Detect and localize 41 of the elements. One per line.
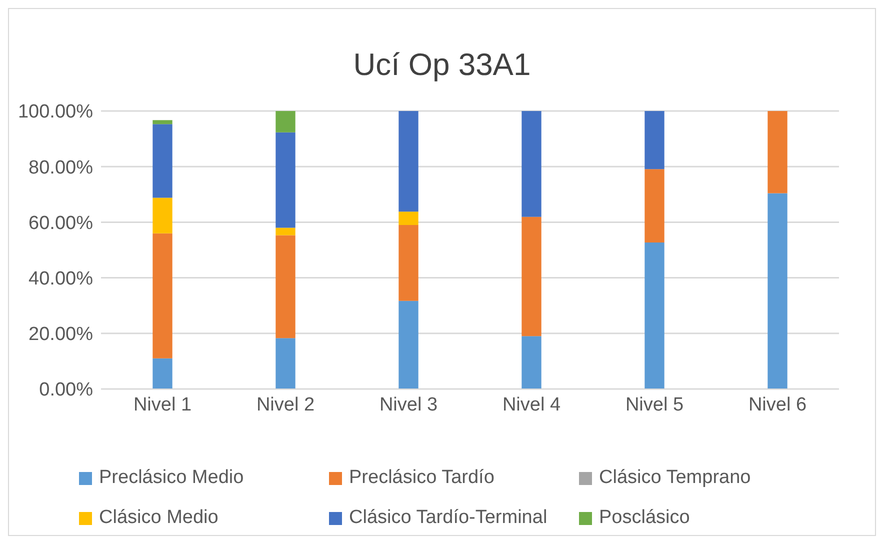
bar: [398, 300, 418, 389]
bar: [644, 242, 664, 389]
bar: [152, 198, 172, 234]
bar: [768, 111, 788, 194]
bar: [276, 228, 296, 236]
y-tick-label: 100.00%: [18, 102, 94, 123]
y-tick-label: 0.00%: [39, 380, 94, 401]
legend-label: Clásico Tardío-Terminal: [349, 507, 548, 529]
x-tick-label: Nivel 5: [625, 394, 684, 416]
bar: [398, 212, 418, 225]
y-tick-label: 40.00%: [28, 268, 94, 290]
x-tick-label: Nivel 3: [379, 394, 438, 416]
bar: [152, 124, 172, 198]
y-tick-label: 20.00%: [28, 324, 94, 346]
bar: [522, 216, 542, 336]
bar: [276, 132, 296, 228]
x-tick-label: Nivel 6: [748, 394, 807, 416]
bar: [644, 169, 664, 242]
legend-label: Preclásico Medio: [99, 467, 244, 489]
bar: [522, 336, 542, 389]
bar: [276, 235, 296, 338]
bar: [768, 193, 788, 389]
x-tick-label: Nivel 1: [133, 394, 192, 416]
x-tick-label: Nivel 2: [256, 394, 315, 416]
x-tick-label: Nivel 4: [502, 394, 561, 416]
legend-label: Posclásico: [599, 507, 690, 529]
chart-title: Ucí Op 33A1: [352, 47, 532, 83]
bar: [152, 120, 172, 124]
bar: [276, 111, 296, 132]
bar: [152, 233, 172, 358]
legend-label: Clásico Temprano: [599, 467, 751, 489]
bar: [522, 111, 542, 217]
bar: [398, 224, 418, 301]
legend-label: Preclásico Tardío: [349, 467, 494, 489]
legend-label: Clásico Medio: [99, 507, 218, 529]
y-tick-label: 80.00%: [28, 157, 94, 178]
bar: [644, 111, 664, 170]
bar: [398, 111, 418, 212]
bar: [152, 358, 172, 389]
y-tick-label: 60.00%: [28, 212, 94, 234]
bar: [276, 338, 296, 389]
